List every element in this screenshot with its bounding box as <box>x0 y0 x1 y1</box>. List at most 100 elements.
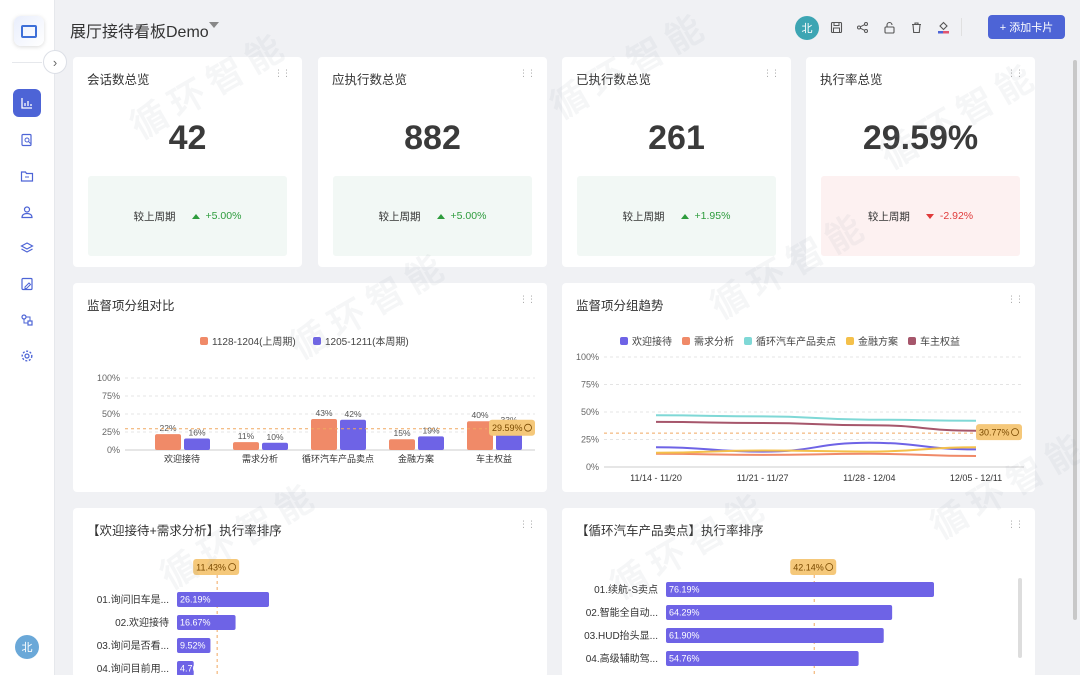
chevron-down-icon[interactable] <box>209 22 219 28</box>
change-value: -2.92% <box>939 210 974 222</box>
page-title[interactable]: 展厅接待看板Demo <box>70 24 209 41</box>
x-tick-label: 金融方案 <box>398 453 434 464</box>
bar <box>340 419 366 450</box>
delete-button[interactable] <box>908 19 924 35</box>
page-scrollbar[interactable] <box>1073 60 1077 620</box>
change-value: +1.95% <box>694 210 731 222</box>
arrow-up-icon <box>680 213 689 219</box>
bar <box>666 628 884 643</box>
app-logo[interactable] <box>14 16 44 46</box>
theme-button[interactable] <box>935 19 951 35</box>
reference-label: 29.59% <box>492 423 523 433</box>
y-tick-label: 75% <box>581 380 599 390</box>
legend-label: 欢迎接待 <box>632 335 672 348</box>
share-button[interactable] <box>854 19 870 35</box>
data-label: 61.90% <box>669 631 700 641</box>
legend-label: 1128-1204(上周期) <box>212 336 296 348</box>
y-tick-label: 50% <box>102 409 120 419</box>
sidebar-item-flow[interactable] <box>13 306 41 334</box>
arrow-down-icon <box>925 213 934 219</box>
legend-label: 循环汽车产品卖点 <box>756 335 836 348</box>
drag-handle-icon[interactable]: ⋮⋮ <box>763 68 780 78</box>
paint-bucket-icon <box>937 21 949 33</box>
reference-badge <box>193 559 240 575</box>
drag-handle-icon[interactable]: ⋮⋮ <box>274 68 291 78</box>
drag-handle-icon[interactable]: ⋮⋮ <box>519 68 536 78</box>
x-tick-label: 循环汽车产品卖点 <box>302 453 374 464</box>
category-label: 01.询问旧车是... <box>97 593 169 606</box>
sidebar-item-image[interactable] <box>13 270 41 298</box>
category-label: 02.智能全自动... <box>586 606 658 619</box>
category-label: 01.续航-S卖点 <box>594 583 658 596</box>
legend-swatch <box>682 337 690 345</box>
user-avatar[interactable]: 北 <box>15 635 39 659</box>
data-label: 4.76% <box>180 664 206 674</box>
legend-swatch <box>846 337 854 345</box>
drag-handle-icon[interactable]: ⋮⋮ <box>519 294 536 304</box>
chart-card-group-compare: 监督项分组对比 ⋮⋮ 1128-1204(上周期) 1205-1211(本周期) 0… <box>73 283 547 492</box>
add-card-button[interactable]: + 添加卡片 <box>988 15 1065 39</box>
bar <box>418 436 444 450</box>
card-title: 【循环汽车产品卖点】执行率排序 <box>576 524 764 538</box>
y-tick-label: 0% <box>586 462 599 472</box>
y-tick-label: 25% <box>581 435 599 445</box>
kpi-value: 882 <box>404 119 461 157</box>
card-title: 监督项分组对比 <box>87 299 175 313</box>
bar <box>184 438 210 450</box>
y-tick-label: 50% <box>581 407 599 417</box>
sidebar-item-layers[interactable] <box>13 234 41 262</box>
bar <box>262 442 288 450</box>
card-title: 应执行数总览 <box>332 73 408 87</box>
kpi-card: 已执行数总览 ⋮⋮ 261 较上周期 +1.95% <box>562 57 791 267</box>
legend-swatch <box>744 337 752 345</box>
series-line <box>655 452 977 457</box>
kpi-value: 42 <box>168 119 207 157</box>
trash-icon <box>911 21 921 33</box>
card-scrollbar[interactable] <box>1018 578 1022 658</box>
drag-handle-icon[interactable]: ⋮⋮ <box>519 519 536 529</box>
sidebar: 北 <box>0 0 55 675</box>
legend-swatch <box>313 337 321 345</box>
sidebar-item-search[interactable] <box>13 126 41 154</box>
sidebar-item-user[interactable] <box>13 198 41 226</box>
kpi-comparison: 较上周期 +1.95% <box>577 176 776 256</box>
reference-label: 11.43% <box>196 563 226 573</box>
data-label: 11% <box>238 431 255 441</box>
horizontal-bar-chart: 42.14% 01.续航-S卖点 76.19% 02.智能全自动... 64.29% 03… <box>584 559 934 675</box>
gear-icon <box>21 350 33 362</box>
data-label: 16% <box>188 427 205 437</box>
drag-handle-icon[interactable]: ⋮⋮ <box>1007 519 1024 529</box>
kpi-card: 应执行数总览 ⋮⋮ 882 较上周期 +5.00% <box>318 57 547 267</box>
y-tick-label: 25% <box>102 427 120 437</box>
save-icon <box>830 21 842 33</box>
chart-icon <box>21 98 32 109</box>
sidebar-item-dashboard[interactable] <box>13 89 41 117</box>
image-edit-icon <box>21 277 33 291</box>
info-icon <box>228 563 237 571</box>
drag-handle-icon[interactable]: ⋮⋮ <box>1007 294 1024 304</box>
lock-button[interactable] <box>881 19 897 35</box>
info-icon <box>1011 428 1019 437</box>
save-button[interactable] <box>828 19 844 35</box>
series-line <box>655 446 977 454</box>
data-label: 16.67% <box>180 618 211 628</box>
kpi-card: 会话数总览 ⋮⋮ 42 较上周期 +5.00% <box>73 57 302 267</box>
data-label: 10% <box>266 432 283 442</box>
kpi-card: 执行率总览 ⋮⋮ 29.59% 较上周期 -2.92% <box>806 57 1035 267</box>
x-tick-label: 11/14 - 11/20 <box>630 473 682 483</box>
reference-label: 42.14% <box>793 563 824 573</box>
avatar[interactable]: 北 <box>795 16 819 40</box>
x-tick-label: 11/28 - 12/04 <box>843 473 895 483</box>
sidebar-collapse-button[interactable]: › <box>43 50 67 74</box>
data-label: 26.19% <box>180 595 211 605</box>
drag-handle-icon[interactable]: ⋮⋮ <box>1007 68 1024 78</box>
sidebar-item-settings[interactable] <box>13 342 41 370</box>
kpi-comparison: 较上周期 +5.00% <box>88 176 287 256</box>
card-title: 已执行数总览 <box>576 73 652 87</box>
sidebar-item-folder[interactable] <box>13 162 41 190</box>
toolbar-divider <box>961 18 962 36</box>
flow-icon <box>21 314 33 326</box>
info-icon <box>524 423 532 432</box>
lock-icon <box>883 21 895 34</box>
legend-swatch <box>908 337 916 345</box>
